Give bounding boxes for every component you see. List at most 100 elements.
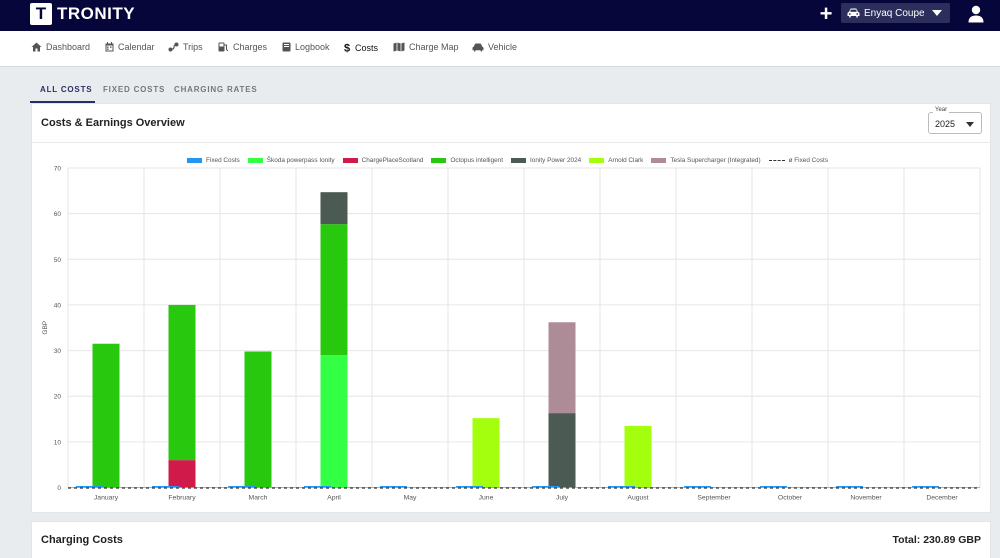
main-nav: Dashboard Calendar Trips Charges Logbook… <box>0 31 1000 67</box>
bar-segment <box>320 224 348 356</box>
chevron-down-icon <box>932 10 942 16</box>
y-tick-label: 30 <box>54 348 62 355</box>
x-tick-label: October <box>778 495 803 502</box>
fixed-cost-bar <box>152 486 179 488</box>
nav-label: Costs <box>355 42 379 53</box>
x-tick-label: May <box>404 495 417 502</box>
calendar-icon <box>105 42 114 52</box>
legend-label: Tesla Supercharger (Integrated) <box>670 156 761 164</box>
map-icon <box>393 42 405 52</box>
svg-text:$: $ <box>344 43 350 54</box>
legend-swatch <box>768 159 785 161</box>
legend-item[interactable]: Arnold Clark <box>589 157 643 164</box>
fixed-cost-bar <box>76 486 103 488</box>
bar-segment <box>320 192 348 225</box>
user-icon[interactable] <box>968 5 984 23</box>
bar-segment <box>168 460 196 488</box>
fixed-cost-bar <box>304 486 331 488</box>
nav-costs[interactable]: $ Costs <box>344 42 379 54</box>
add-button[interactable]: + <box>819 1 833 26</box>
legend-label: Arnold Clark <box>608 156 644 164</box>
x-tick-label: February <box>168 495 196 502</box>
nav-label: Charges <box>233 42 268 52</box>
bar-segment <box>168 304 196 461</box>
x-tick-label: March <box>249 495 268 502</box>
y-tick-label: 40 <box>54 302 62 309</box>
fixed-cost-bar <box>608 486 635 488</box>
nav-label: Calendar <box>118 42 155 52</box>
legend-swatch <box>431 157 447 163</box>
dollar-icon: $ <box>344 43 350 54</box>
bar-segment <box>548 413 576 488</box>
legend-label: Škoda powerpass Ionity <box>266 156 335 164</box>
vehicle-select[interactable]: Enyaq Coupe <box>841 3 950 23</box>
y-tick-label: 50 <box>54 257 62 264</box>
logo-mark: T <box>30 3 52 25</box>
fixed-cost-bar <box>912 486 939 488</box>
y-tick-label: 10 <box>54 439 62 446</box>
legend-label: Octopus intelligent <box>450 156 504 164</box>
nav-dashboard[interactable]: Dashboard <box>31 42 90 52</box>
charging-costs-card: Charging Costs Total: 230.89 GBP <box>31 521 991 558</box>
logo[interactable]: T TRONITY <box>30 3 135 25</box>
tab-charging-rates[interactable]: CHARGING RATES <box>174 85 258 94</box>
year-label: Year <box>933 107 950 113</box>
tab-all-costs[interactable]: ALL COSTS <box>30 79 95 103</box>
legend-item[interactable]: ø Fixed Costs <box>768 156 829 164</box>
legend-label: ø Fixed Costs <box>788 156 829 164</box>
nav-label: Vehicle <box>488 42 518 52</box>
x-tick-label: January <box>94 495 119 502</box>
bar-segment <box>92 343 120 488</box>
y-tick-label: 60 <box>54 211 62 218</box>
y-tick-label: 0 <box>57 485 61 492</box>
fixed-cost-bar <box>532 486 559 488</box>
fixed-cost-bar <box>228 486 255 488</box>
fixed-cost-bar <box>836 486 863 488</box>
nav-logbook[interactable]: Logbook <box>282 42 330 52</box>
fixed-cost-bar <box>456 486 483 488</box>
legend-item[interactable]: Tesla Supercharger (Integrated) <box>651 156 761 164</box>
x-tick-label: September <box>697 495 731 502</box>
legend-item[interactable]: Octopus intelligent <box>431 157 503 164</box>
y-tick-label: 20 <box>54 394 62 401</box>
x-tick-label: November <box>850 495 882 502</box>
legend-item[interactable]: ChargePlaceScotland <box>342 157 423 164</box>
legend-swatch <box>511 157 527 163</box>
nav-trips[interactable]: Trips <box>168 42 203 52</box>
logo-text: TRONITY <box>57 4 136 23</box>
divider <box>32 142 990 143</box>
legend-swatch <box>589 157 605 163</box>
legend-item[interactable]: Škoda powerpass Ionity <box>247 156 335 164</box>
legend-swatch <box>651 157 667 163</box>
charging-total: Total: 230.89 GBP <box>892 534 981 546</box>
nav-charge-map[interactable]: Charge Map <box>393 42 459 52</box>
fixed-cost-bar <box>684 486 711 488</box>
nav-charges[interactable]: Charges <box>218 42 267 52</box>
nav-calendar[interactable]: Calendar <box>105 42 155 52</box>
bar-segment <box>548 322 576 414</box>
chart-legend: Fixed Costs Škoda powerpass Ionity ChargeP… <box>187 155 836 165</box>
legend-label: Ionity Power 2024 <box>530 156 582 164</box>
tab-fixed-costs[interactable]: FIXED COSTS <box>103 85 166 94</box>
home-icon <box>31 42 42 52</box>
fixed-cost-bar <box>380 486 407 488</box>
nav-label: Dashboard <box>46 42 91 52</box>
nav-label: Charge Map <box>409 42 459 52</box>
year-select[interactable]: Year 2025 <box>928 107 982 134</box>
x-tick-label: April <box>327 495 341 502</box>
legend-item[interactable]: Ionity Power 2024 <box>511 157 581 164</box>
charger-icon <box>218 42 229 52</box>
legend-swatch <box>247 157 263 163</box>
y-axis-title: GBP <box>42 321 49 335</box>
nav-label: Logbook <box>295 42 330 52</box>
legend-swatch <box>342 157 358 163</box>
book-icon <box>282 42 291 52</box>
nav-vehicle[interactable]: Vehicle <box>472 42 517 52</box>
bar-segment <box>320 355 348 488</box>
nav-label: Trips <box>183 42 203 52</box>
route-icon <box>168 42 179 52</box>
x-tick-label: December <box>926 495 958 502</box>
legend-item[interactable]: Fixed Costs <box>187 157 240 164</box>
chevron-down-icon <box>966 122 974 127</box>
year-value: 2025 <box>935 119 956 129</box>
